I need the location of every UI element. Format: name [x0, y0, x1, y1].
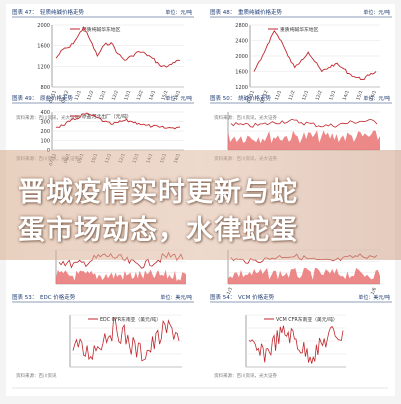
x-tick-label-2-7: 14/1 — [342, 90, 351, 102]
x-tick-label-2-3: 11/2 — [287, 90, 296, 102]
legend-label-7: EDC CFR东南亚（美元/吨） — [100, 316, 161, 323]
legend-label-1: 轻质纯碱华东地区 — [82, 26, 121, 33]
line-series-8 — [248, 325, 344, 364]
headline-line-1: 晋城疫情实时更新与蛇 — [18, 177, 298, 208]
x-tick-label-1-2: 11/1 — [74, 90, 83, 102]
y-tick-label-2-1: 2400 — [235, 39, 248, 45]
y-tick-label-3-2: 200 — [40, 129, 50, 135]
chart-figure-label-1: 图表 47： — [12, 8, 37, 16]
y-tick-label-1-2: 1200 — [37, 64, 50, 70]
y-tick-label-3-1: 300 — [40, 120, 50, 126]
line-series-4 — [230, 118, 378, 128]
x-tick-label-1-4: 12/1 — [98, 90, 107, 102]
line-series-7 — [72, 316, 180, 362]
area-series-4 — [228, 130, 380, 150]
chart-figure-label-4: 图表 50： — [210, 94, 235, 102]
x-tick-label-1-0: 07/11 — [48, 90, 58, 104]
chart-figure-label-3: 图表 49： — [12, 94, 37, 102]
chart-unit-4: 单位：元/吨 — [363, 95, 390, 102]
headline-line-2: 蛋市场动态，水律蛇蛋 — [18, 215, 298, 246]
x-tick-label-1-3: 11/2 — [86, 90, 95, 102]
x-tick-label-1-7: 13/2 — [136, 90, 145, 102]
x-tick-label-1-10: 16/1 — [173, 90, 182, 102]
y-tick-label-1-0: 2000 — [37, 23, 50, 29]
series-line-2 — [253, 29, 377, 81]
x-tick-label-2-0: 07/11 — [246, 90, 256, 104]
y-tick-label-1-1: 1600 — [37, 44, 50, 50]
x-tick-label-2-1: 07/12 — [259, 90, 269, 104]
y-tick-label-2-4: 1200 — [235, 85, 248, 91]
x-tick-label-1-9: 15/1 — [160, 90, 169, 102]
x-tick-label-2-8: 15/1 — [355, 90, 364, 102]
y-tick-label-2-3: 1600 — [235, 70, 248, 76]
chart-title-8: VCM 价格走势 — [238, 293, 275, 301]
chart-figure-label-7: 图表 53： — [12, 293, 37, 301]
chart-unit-1: 单位：元/吨 — [165, 9, 192, 16]
y-tick-label-2-0: 2800 — [235, 23, 248, 29]
x-tick-label-1-5: 12/2 — [111, 90, 120, 102]
x-tick-label-2-2: 11/1 — [274, 90, 283, 102]
chart-unit-3: 单位：元/吨 — [165, 95, 192, 102]
chart-figure-label-8: 图表 54： — [210, 293, 235, 301]
chart-title-3: 原盐价格走势 — [40, 94, 74, 102]
x-tick-label-2-9: 16/1 — [369, 90, 378, 102]
y-tick-label-2-2: 2000 — [235, 54, 248, 60]
legend-label-2: 重质纯碱华东地区 — [280, 26, 319, 33]
chart-source-2: 资料来源：百川资讯，光大证券 — [214, 114, 277, 121]
area-series-6 — [228, 267, 380, 284]
y-tick-label-3-3: 100 — [40, 139, 50, 145]
y-tick-label-3-0: 400 — [40, 110, 50, 116]
x-tick-label-1-6: 13/1 — [123, 90, 132, 102]
chart-title-2: 重质纯碱价格走势 — [238, 8, 283, 16]
chart-source-8: 资料来源：百川资讯，光大证券 — [214, 372, 277, 379]
legend-label-8: VCM CFR东南亚（美元/吨） — [276, 316, 338, 323]
chart-title-7: EDC 价格走势 — [40, 293, 76, 301]
chart-unit-8: 单位：美元/吨 — [358, 294, 390, 301]
x-tick-label-6-0: 1/3 — [226, 287, 234, 296]
chart-unit-7: 单位：美元/吨 — [160, 294, 192, 301]
headline-banner — [0, 150, 401, 260]
x-tick-label-1-8: 14/1 — [148, 90, 157, 102]
x-tick-label-1-1: 07/12 — [60, 90, 70, 104]
legend-label-3: 原盐河北出厂（元/吨） — [82, 113, 132, 120]
series-line-3 — [56, 112, 181, 130]
y-tick-label-1-3: 800 — [40, 85, 50, 91]
x-tick-label-2-4: 12/1 — [301, 90, 310, 102]
chart-source-7: 资料来源：百川资讯 — [16, 372, 57, 379]
chart-title-1: 轻质纯碱价格走势 — [40, 8, 85, 16]
area-series-5 — [56, 269, 186, 284]
chart-figure-label-2: 图表 48： — [210, 8, 235, 16]
x-tick-label-2-5: 12/2 — [315, 90, 324, 102]
x-tick-label-2-6: 13/1 — [328, 90, 337, 102]
series-line-1 — [55, 26, 181, 68]
chart-title-4: 烧碱价格走势 — [238, 94, 272, 102]
chart-source-1: 资料来源：百川资讯，光大证券 — [16, 114, 79, 121]
chart-unit-2: 单位：元/吨 — [363, 9, 390, 16]
x-tick-label-6-1: 1/6 — [370, 287, 378, 296]
